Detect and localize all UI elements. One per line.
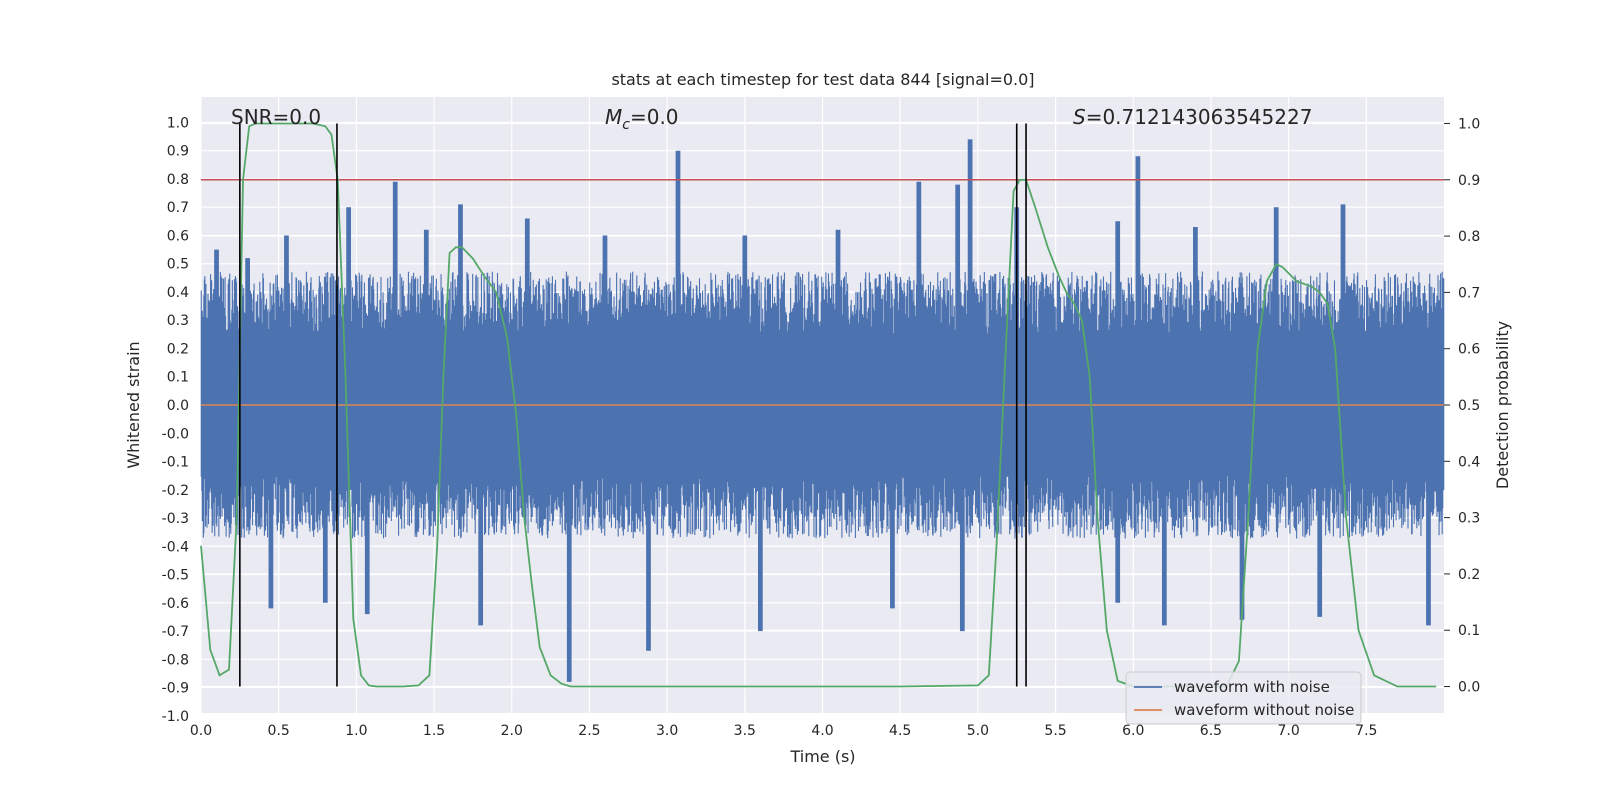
x-tick-label: 5.5 bbox=[1044, 723, 1066, 739]
y-tick-label: 1.0 bbox=[167, 115, 189, 131]
y2-axis-label: Detection probability bbox=[1493, 321, 1512, 489]
x-tick-label: 0.5 bbox=[268, 723, 290, 739]
y-tick-label: 0.8 bbox=[167, 172, 189, 188]
x-tick-label: 1.5 bbox=[423, 723, 445, 739]
mc-subscript: c bbox=[622, 117, 630, 133]
s-annotation: S=0.712143063545227 bbox=[1073, 105, 1312, 129]
x-tick-label: 4.0 bbox=[811, 723, 833, 739]
x-axis-label: Time (s) bbox=[789, 747, 855, 766]
y-tick-label: 0.0 bbox=[167, 398, 189, 414]
x-tick-label: 1.0 bbox=[345, 723, 367, 739]
y2-tick-label: 0.5 bbox=[1458, 398, 1480, 414]
y-tick-label: -0.2 bbox=[162, 483, 189, 499]
series-lines bbox=[200, 122, 1444, 688]
y-tick-label: 0.6 bbox=[167, 228, 189, 244]
snr-annotation: SNR=0.0 bbox=[231, 105, 321, 129]
y-tick-label: -0.7 bbox=[162, 624, 189, 640]
x-tick-label: 4.5 bbox=[889, 723, 911, 739]
x-tick-label: 0.0 bbox=[190, 723, 212, 739]
x-tick-label: 7.5 bbox=[1355, 723, 1377, 739]
y-tick-label: -0.1 bbox=[162, 455, 189, 471]
x-tick-label: 2.0 bbox=[501, 723, 523, 739]
vertical-markers bbox=[239, 123, 1027, 687]
y-tick-label: 0.7 bbox=[167, 200, 189, 216]
chart-title: stats at each timestep for test data 844… bbox=[611, 70, 1034, 89]
mc-value: =0.0 bbox=[630, 105, 679, 129]
y-tick-label: 0.4 bbox=[167, 285, 189, 301]
y2-tick-label: 0.1 bbox=[1458, 623, 1480, 639]
y-tick-label: -0.6 bbox=[162, 596, 189, 612]
x-tick-label: 3.5 bbox=[734, 723, 756, 739]
y-tick-label: -1.0 bbox=[162, 709, 189, 725]
y-tick-label: 0.1 bbox=[167, 370, 189, 386]
x-tick-label: 7.0 bbox=[1277, 723, 1299, 739]
y-tick-label: -0.9 bbox=[162, 681, 189, 697]
x-tick-label: 5.0 bbox=[967, 723, 989, 739]
x-tick-label: 6.5 bbox=[1200, 723, 1222, 739]
mc-annotation: Mc=0.0 bbox=[605, 105, 679, 133]
y2-tick-label: 0.0 bbox=[1458, 680, 1480, 696]
legend: waveform with noise waveform without nois… bbox=[1125, 671, 1362, 725]
y-tick-label: 0.5 bbox=[167, 257, 189, 273]
y-tick-label: -0.4 bbox=[162, 539, 189, 555]
x-tick-label: 2.5 bbox=[578, 723, 600, 739]
y-tick-label: -0.3 bbox=[162, 511, 189, 527]
y-axis-label: Whitened strain bbox=[124, 341, 143, 468]
y2-tick-label: 0.9 bbox=[1458, 173, 1480, 189]
s-value: =0.712143063545227 bbox=[1086, 105, 1313, 129]
y2-tick-label: 0.3 bbox=[1458, 511, 1480, 527]
y2-tick-label: 1.0 bbox=[1458, 116, 1480, 132]
s-symbol: S bbox=[1073, 105, 1086, 129]
legend-label: waveform with noise bbox=[1174, 678, 1330, 696]
y-tick-label: 0.9 bbox=[167, 144, 189, 160]
y-tick-label: -0.8 bbox=[162, 652, 189, 668]
legend-box bbox=[1125, 671, 1362, 725]
y-tick-label: 0.3 bbox=[167, 313, 189, 329]
axes: 0.0 0.5 1.0 1.5 2.0 2.5 3.0 3.5 4.0 4.5 5.0 5.5 6.0 6… bbox=[162, 115, 1481, 739]
y-tick-label: -0.5 bbox=[162, 568, 189, 584]
y2-tick-label: 0.8 bbox=[1458, 229, 1480, 245]
y2-tick-label: 0.7 bbox=[1458, 285, 1480, 301]
y2-tick-label: 0.6 bbox=[1458, 342, 1480, 358]
y2-tick-label: 0.2 bbox=[1458, 567, 1480, 583]
y2-tick-label: 0.4 bbox=[1458, 454, 1480, 470]
mc-symbol: M bbox=[605, 105, 622, 129]
y-tick-label: 0.2 bbox=[167, 341, 189, 357]
legend-label: waveform without noise bbox=[1174, 701, 1354, 719]
y-tick-label: -0.0 bbox=[162, 426, 189, 442]
x-tick-label: 3.0 bbox=[656, 723, 678, 739]
series-detection-probability bbox=[200, 122, 1437, 688]
x-tick-label: 6.0 bbox=[1122, 723, 1144, 739]
